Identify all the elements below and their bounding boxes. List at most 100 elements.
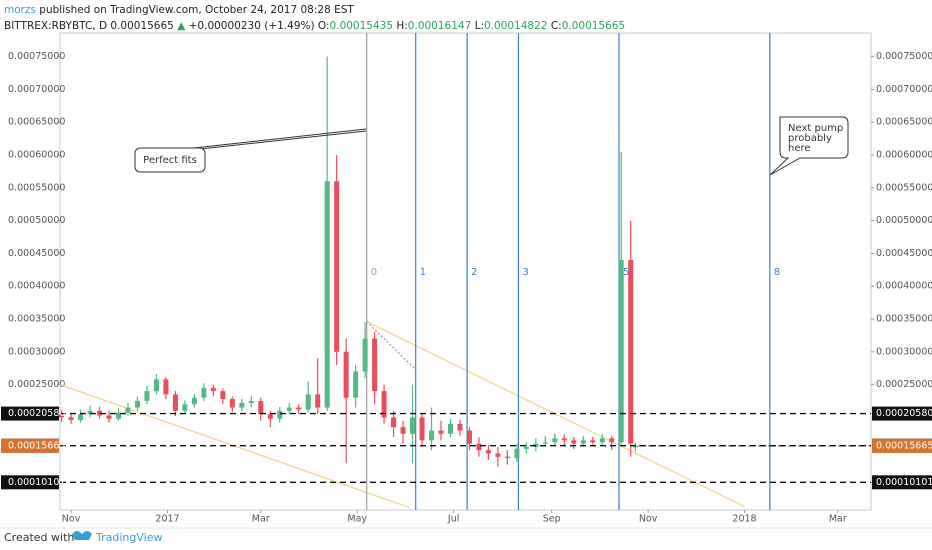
candle-body [87, 410, 93, 415]
candle-body [343, 351, 349, 398]
y-tick-label-right: 0.00055000 [876, 182, 932, 193]
y-tick-label-right: 0.00050000 [876, 215, 932, 226]
author: morzs [4, 4, 36, 16]
candle-body [580, 440, 586, 444]
x-tick-label: Nov [62, 514, 81, 525]
y-tick-label: 0.00030000 [8, 346, 65, 357]
price-tag-bg-right [872, 406, 932, 421]
x-tick-label: Jul [447, 514, 459, 525]
change: +0.00000230 (+1.49%) [189, 20, 315, 32]
candle-body [457, 423, 463, 431]
candle-body [324, 181, 330, 408]
candle-body [628, 259, 634, 444]
y-tick-label: 0.00050000 [8, 215, 65, 226]
callout-text: probably [788, 133, 832, 144]
candle-body [277, 410, 283, 419]
candle-body [495, 453, 501, 457]
candle-body [400, 427, 406, 434]
candle-body [286, 407, 292, 411]
candle-body [447, 423, 453, 434]
candle-body [523, 446, 529, 449]
candle-body [599, 438, 605, 443]
c-label: C: [551, 20, 562, 32]
y-tick-label-right: 0.00040000 [876, 281, 932, 292]
price-tag-bg [1, 475, 59, 490]
last-price-tag-bg-right [872, 438, 932, 453]
candle-body [561, 438, 567, 441]
y-tick-label-right: 0.00060000 [876, 150, 932, 161]
header-line-1: morzs published on TradingView.com, Octo… [4, 4, 354, 16]
h-label: H: [396, 20, 407, 32]
candle-body [106, 415, 112, 419]
candle-body [609, 438, 615, 443]
c-value: 0.00015665 [562, 20, 625, 32]
vertical-line-label: 2 [471, 267, 477, 278]
callout-next-pump: Next pump probably here [769, 116, 849, 176]
candle-body [305, 394, 311, 410]
candle-body [97, 410, 103, 416]
candle-body [334, 181, 340, 352]
candle-body [485, 450, 491, 454]
candle-body [191, 397, 197, 405]
candle-body [618, 259, 624, 443]
y-tick-label: 0.00075000 [8, 51, 65, 62]
y-tick-label-right: 0.00065000 [876, 117, 932, 128]
y-tick-label: 0.00060000 [8, 150, 65, 161]
candle-body [353, 371, 359, 398]
y-tick-label-right: 0.00030000 [876, 346, 932, 357]
x-tick-label: Nov [639, 514, 658, 525]
symbol: BITTREX:RBYBTC, D [4, 20, 107, 32]
y-tick-label: 0.00045000 [8, 248, 65, 259]
y-tick-label: 0.00070000 [8, 84, 65, 95]
y-tick-label: 0.00025000 [8, 379, 65, 390]
last-price-tag: 0.00015665 [8, 440, 65, 451]
vertical-line-label: 5 [623, 267, 629, 278]
vertical-line-label: 1 [420, 267, 426, 278]
candle-body [78, 414, 84, 421]
footer-brand[interactable]: TradingView [95, 531, 162, 544]
price-tag-right: 0.00020580 [876, 408, 932, 419]
candle-body [248, 400, 254, 403]
candle-body [315, 394, 321, 408]
candle-body [125, 407, 131, 413]
callout-pointer [199, 130, 367, 150]
candle-body [552, 438, 558, 443]
candle-body [182, 404, 188, 411]
candle-body [296, 407, 302, 410]
candle-body [466, 430, 472, 444]
last-price-tag-bg [1, 438, 59, 453]
candle-body [163, 379, 169, 395]
price-tag-right: 0.00010101 [876, 477, 932, 488]
plot-frame [59, 32, 872, 511]
o-value: 0.00015435 [330, 20, 393, 32]
l-value: 0.00014822 [484, 20, 547, 32]
candle-body [410, 417, 416, 434]
x-tick-label: 2018 [732, 514, 756, 525]
footer-created: Created with [4, 531, 74, 544]
y-tick-label: 0.00065000 [8, 117, 65, 128]
candle-body [258, 400, 264, 415]
price-tag: 0.00020580 [8, 408, 65, 419]
header-line-2: BITTREX:RBYBTC, D 0.00015665 ▲ +0.000002… [4, 20, 625, 32]
x-tick-label: Mar [252, 514, 270, 525]
callout-text: Next pump [788, 123, 843, 134]
candle-body [220, 391, 226, 400]
vertical-line-label: 3 [522, 267, 528, 278]
vertical-line-label: 8 [774, 267, 780, 278]
candle-body [514, 448, 520, 459]
callout-text: Perfect fits [143, 155, 197, 166]
y-tick-label-right: 0.00045000 [876, 248, 932, 259]
trendline [366, 321, 417, 370]
candle-body [210, 387, 216, 392]
callout-perfect-fits: Perfect fits [134, 128, 367, 173]
up-arrow: ▲ [177, 20, 186, 32]
x-tick-label: Mar [829, 514, 847, 525]
y-tick-label: 0.00055000 [8, 182, 65, 193]
callout-text: here [788, 143, 811, 154]
candle-body [362, 338, 368, 372]
y-tick-label-right: 0.00075000 [876, 51, 932, 62]
candle-body [115, 412, 121, 419]
y-tick-label-right: 0.00070000 [876, 84, 932, 95]
x-tick-label: May [347, 514, 367, 525]
